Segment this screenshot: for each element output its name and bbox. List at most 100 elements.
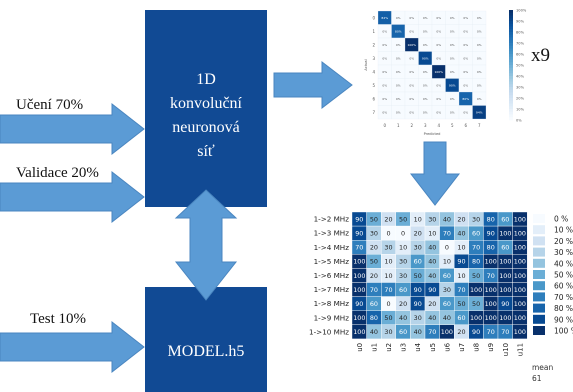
legend-label: 10 %	[554, 226, 573, 235]
confusion-cell-label: 0%	[436, 97, 441, 101]
heatmap-cell-label: 30	[384, 328, 392, 336]
heatmap-cell-label: 70	[472, 244, 480, 252]
confusion-cell-label: 90%	[422, 56, 429, 60]
confusion-colorbar-segment	[509, 26, 513, 30]
heatmap-cell-label: 70	[428, 328, 436, 336]
heatmap-cell-label: 90	[414, 300, 422, 308]
heatmap-cell-label: 50	[457, 300, 465, 308]
heatmap-cell-label: 70	[384, 286, 392, 294]
legend-swatch	[533, 281, 545, 291]
heatmap-cell-label: 60	[501, 215, 509, 223]
confusion-cell-label: 0%	[450, 110, 455, 114]
heatmap-cell-label: 60	[399, 328, 407, 336]
heatmap-cell-label: 60	[501, 244, 509, 252]
confusion-cell-label: 0%	[396, 56, 401, 60]
heatmap-col-label: u2	[385, 343, 393, 352]
confusion-cell-label: 82%	[381, 16, 388, 20]
confusion-cell-label: 0%	[423, 70, 428, 74]
heatmap-cell-label: 100	[514, 272, 526, 280]
mean-value: 61	[532, 374, 542, 383]
heatmap-cell-label: 100	[441, 328, 453, 336]
confusion-colorbar-segment	[509, 78, 513, 82]
network-label-line1: 1D	[196, 71, 216, 88]
heatmap-cell-label: 10	[414, 215, 422, 223]
heatmap-cell-label: 20	[457, 328, 465, 336]
legend-label: 40 %	[554, 259, 573, 268]
confusion-colorbar-segment	[509, 40, 513, 44]
confusion-cell-label: 0%	[396, 97, 401, 101]
confusion-col-tick: 3	[424, 123, 427, 128]
confusion-colorbar-segment	[509, 111, 513, 115]
heatmap-cell-label: 30	[414, 244, 422, 252]
network-label-line3: neuronová	[172, 119, 240, 136]
confusion-cell-label: 0%	[450, 29, 455, 33]
heatmap-col-label: u1	[370, 343, 378, 352]
train-arrow	[0, 102, 145, 156]
heatmap-cell-label: 100	[514, 215, 526, 223]
heatmap-cell-label: 100	[514, 328, 526, 336]
confusion-colorbar-segment	[509, 67, 513, 71]
confusion-cell-label: 0%	[409, 70, 414, 74]
heatmap-row-label: 1->6 MHz	[314, 271, 350, 280]
confusion-cell-label: 0%	[423, 43, 428, 47]
confusion-colorbar-segment	[509, 65, 513, 69]
confusion-cell-label: 0%	[382, 70, 387, 74]
heatmap-cell-label: 70	[443, 229, 451, 237]
confusion-colorbar-segment	[509, 73, 513, 77]
heatmap-cell-label: 90	[414, 286, 422, 294]
confusion-colorbar-segment	[509, 87, 513, 91]
heatmap-cell-label: 20	[384, 215, 392, 223]
heatmap-cell-label: 100	[499, 286, 511, 294]
model-box	[145, 287, 267, 392]
confusion-row-tick: 0	[372, 15, 375, 20]
heatmap-cell-label: 0	[445, 244, 449, 252]
confusion-cell-label: 0%	[436, 29, 441, 33]
confusion-cell-label: 0%	[477, 56, 482, 60]
legend-swatch	[533, 247, 545, 257]
heatmap-cell-label: 100	[353, 258, 365, 266]
confusion-cell-label: 0%	[423, 29, 428, 33]
heatmap-cell-label: 40	[443, 215, 451, 223]
heatmap-col-label: u4	[414, 342, 422, 351]
network-label-line2: konvoluční	[170, 95, 243, 112]
heatmap-cell-label: 100	[485, 286, 497, 294]
confusion-colorbar-segment	[509, 103, 513, 107]
legend-label: 30 %	[554, 248, 573, 257]
confusion-cell-label: 0%	[436, 110, 441, 114]
confusion-colorbar-segment	[509, 43, 513, 47]
confusion-cell-label: 0%	[477, 83, 482, 87]
test-arrow	[0, 320, 145, 374]
confusion-colorbar-tick: 0%	[516, 118, 522, 122]
legend-label: 70 %	[554, 293, 573, 302]
confusion-colorbar-segment	[509, 100, 513, 104]
confusion-cell-label: 0%	[409, 16, 414, 20]
heatmap-cell-label: 0	[386, 229, 390, 237]
confusion-colorbar-segment	[509, 109, 513, 113]
confusion-col-tick: 5	[451, 123, 454, 128]
heatmap-cell-label: 40	[428, 314, 436, 322]
heatmap-cell-label: 30	[443, 286, 451, 294]
confusion-colorbar-tick: 60%	[516, 52, 525, 56]
confusion-colorbar-tick: 100%	[516, 8, 527, 12]
confusion-colorbar-segment	[509, 59, 513, 63]
heatmap-row-label: 1->2 MHz	[314, 215, 350, 224]
heatmap-cell-label: 100	[514, 300, 526, 308]
confusion-colorbar-tick: 90%	[516, 19, 525, 23]
legend-label: 20 %	[554, 237, 573, 246]
confusion-xlabel: Predicted	[424, 132, 441, 136]
confusion-cell-label: 0%	[396, 43, 401, 47]
confusion-row-tick: 5	[372, 83, 375, 88]
heatmap-cell-label: 50	[370, 215, 378, 223]
confusion-cell-label: 0%	[450, 43, 455, 47]
confusion-colorbar-segment	[509, 48, 513, 52]
confusion-cell-label: 0%	[409, 56, 414, 60]
confusion-col-tick: 2	[410, 123, 413, 128]
double-arrow	[174, 189, 238, 301]
confusion-cell-label: 0%	[409, 83, 414, 87]
heatmap-cell-label: 60	[399, 286, 407, 294]
confusion-cell-label: 0%	[423, 97, 428, 101]
confusion-cell-label: 0%	[423, 16, 428, 20]
heatmap-cell-label: 20	[370, 272, 378, 280]
heatmap-cell-label: 20	[457, 215, 465, 223]
confusion-cell-label: 0%	[409, 97, 414, 101]
